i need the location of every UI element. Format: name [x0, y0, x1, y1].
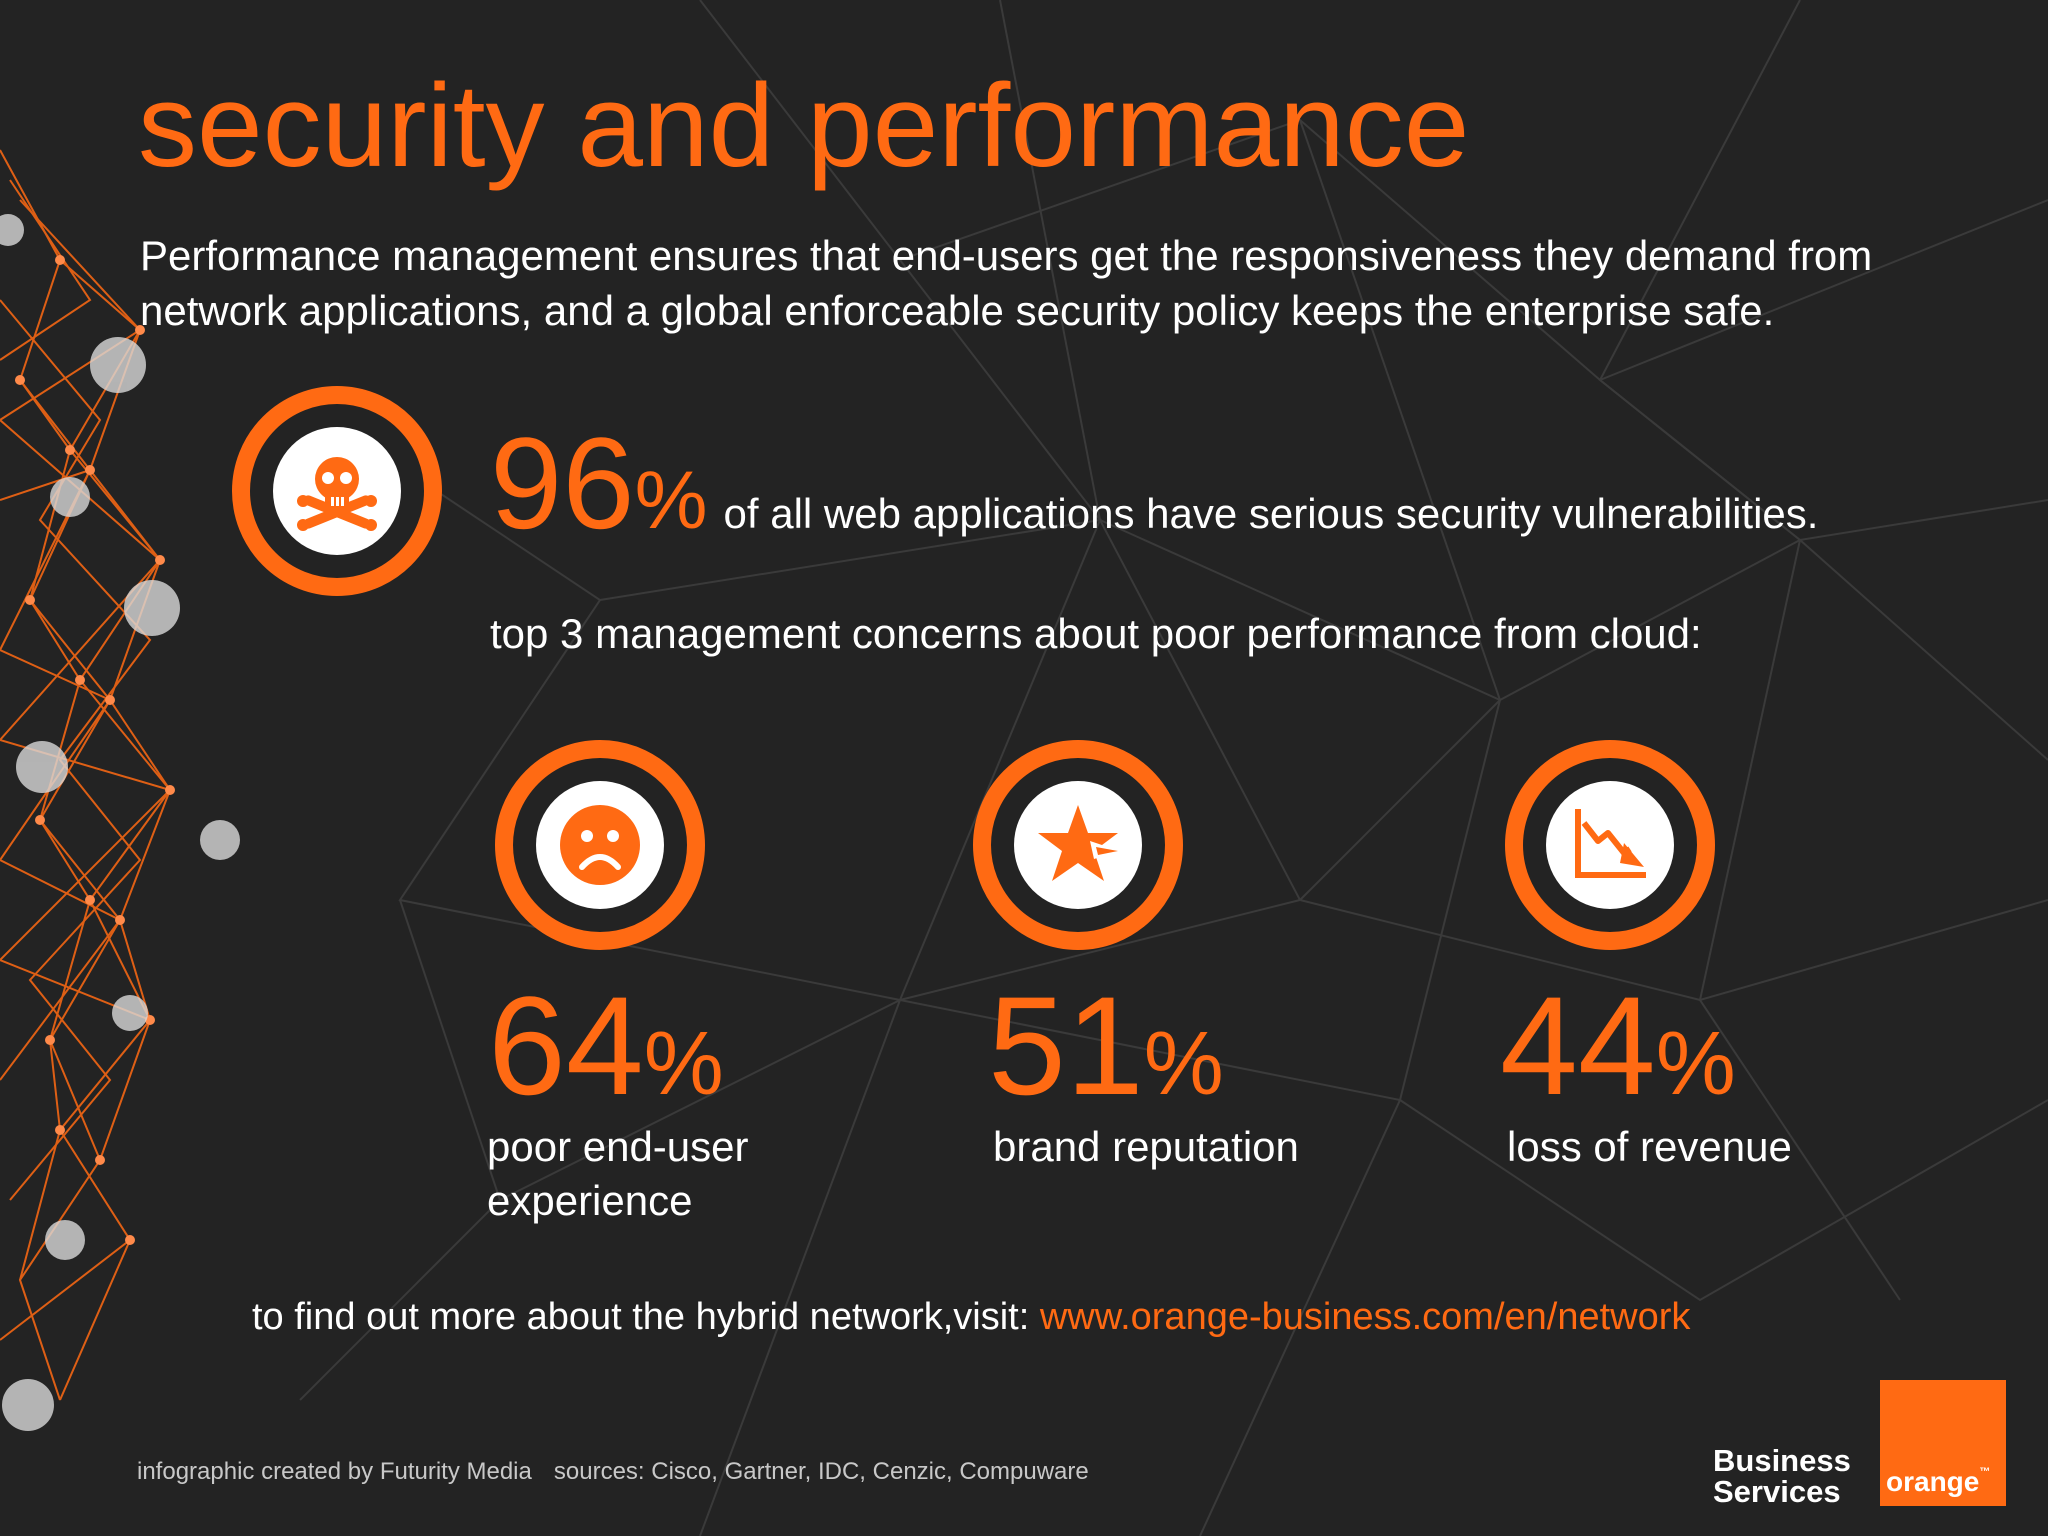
concern-label-2: brand reputation: [993, 1123, 1299, 1170]
concern-ring-user-experience: [495, 740, 705, 950]
skull-crossbones-icon: [297, 457, 377, 531]
broken-star-icon: [1038, 805, 1120, 881]
footer-sources: sources: Cisco, Gartner, IDC, Cenzic, Co…: [553, 1458, 1089, 1485]
concern-ring-brand-reputation: [973, 740, 1183, 950]
concern-stat-2: 51%: [988, 976, 1224, 1116]
concern-value-1: 64: [488, 967, 644, 1124]
footer-credits: infographic created by Futurity Media sou…: [137, 1458, 1089, 1486]
concern-stat-3: 44%: [1500, 976, 1736, 1116]
orange-logo-text: orange™: [1886, 1466, 1991, 1497]
cta-link[interactable]: www.orange-business.com/en/network: [1039, 1296, 1691, 1338]
concern-stat-1: 64%: [488, 976, 724, 1116]
concerns-heading: top 3 management concerns about poor per…: [490, 610, 1702, 657]
security-stat-value: 96: [490, 410, 635, 556]
concern-label-3: loss of revenue: [1507, 1123, 1792, 1170]
concern-value-2: 51: [988, 967, 1144, 1124]
concern-percent-2: %: [1143, 1014, 1224, 1114]
security-ring: [232, 386, 442, 596]
footer-credit: infographic created by Futurity Media: [137, 1458, 532, 1485]
concern-percent-3: %: [1655, 1014, 1736, 1114]
security-stat: 96% of all web applications have serious …: [490, 418, 1818, 548]
sad-face-icon: [560, 805, 640, 885]
security-stat-percent: %: [634, 455, 708, 546]
declining-chart-icon: [1575, 809, 1646, 878]
concern-label-1: poor end-user experience: [487, 1123, 749, 1224]
concern-ring-revenue: [1505, 740, 1715, 950]
concern-value-3: 44: [1500, 967, 1656, 1124]
security-stat-text: of all web applications have serious sec…: [723, 490, 1819, 537]
call-to-action: to find out more about the hybrid networ…: [252, 1296, 1690, 1339]
orange-logo: orange™: [1880, 1380, 2006, 1506]
cta-text: to find out more about the hybrid networ…: [252, 1296, 1040, 1338]
page-title: security and performance: [138, 60, 1470, 192]
business-services-label: Business Services: [1713, 1443, 1851, 1509]
concern-percent-1: %: [643, 1014, 724, 1114]
intro-paragraph: Performance management ensures that end-…: [140, 232, 1873, 334]
